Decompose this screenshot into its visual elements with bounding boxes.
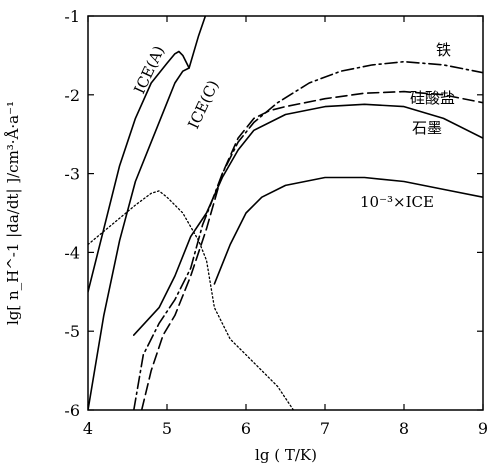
series-layer xyxy=(88,16,483,410)
series-line-5 xyxy=(133,60,483,410)
x-tick-label-5: 9 xyxy=(478,419,488,438)
plot-frame xyxy=(87,15,484,411)
y-tick-label-2: -4 xyxy=(64,243,80,262)
series-line-3 xyxy=(133,103,483,336)
annotation-iron: 铁 xyxy=(436,41,451,59)
annotation-silicate: 硅酸盐 xyxy=(410,89,455,107)
tick-layer: 4 5 6 7 8 9 -6 -5 -4 -3 -2 -1 xyxy=(64,7,488,438)
x-tick-label-3: 7 xyxy=(320,419,330,438)
y-tick-label-3: -3 xyxy=(64,165,80,184)
y-tick-label-5: -1 xyxy=(64,7,80,26)
y-tick-label-4: -2 xyxy=(64,86,80,105)
series-line-4 xyxy=(140,90,483,410)
series-line-0 xyxy=(88,50,190,293)
x-tick-label-0: 4 xyxy=(83,419,93,438)
annotation-ice-c: ICE(C) xyxy=(184,77,222,131)
y-tick-label-1: -5 xyxy=(64,322,80,341)
y-tick-label-0: -6 xyxy=(64,401,80,420)
series-line-6 xyxy=(88,190,295,410)
y-axis-title: lg[ n_H^-1 |da/dt| ]/cm³·Å·a⁻¹ xyxy=(4,101,22,325)
annotation-graphite: 石墨 xyxy=(412,119,442,137)
series-line-1 xyxy=(88,16,207,410)
x-axis-title: lg ( T/K) xyxy=(255,446,317,464)
x-tick-label-2: 6 xyxy=(241,419,251,438)
annotation-ice-scaled: 10⁻³×ICE xyxy=(360,193,434,211)
series-line-2 xyxy=(213,176,483,285)
x-tick-label-1: 5 xyxy=(162,419,172,438)
x-tick-label-4: 8 xyxy=(399,419,409,438)
